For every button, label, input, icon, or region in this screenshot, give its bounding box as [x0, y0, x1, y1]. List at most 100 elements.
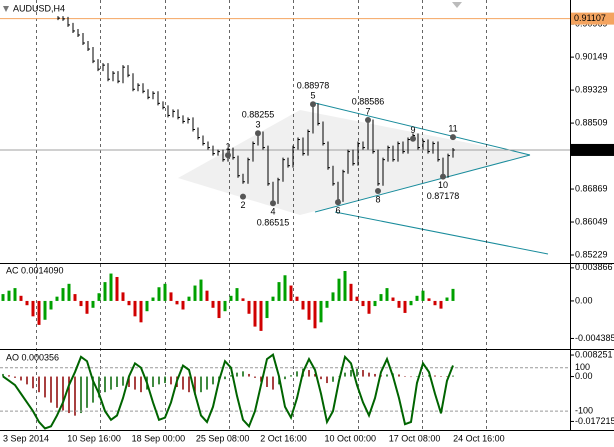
indicator-bar: [325, 300, 329, 308]
indicator-bar: [62, 376, 64, 411]
indicator-bar: [212, 376, 214, 385]
indicator-bar: [361, 300, 365, 307]
indicator-bar: [163, 283, 167, 301]
y-tick-label: 0.85229: [575, 249, 608, 259]
indicator-bar: [349, 283, 353, 301]
wave-price: 0.88255: [242, 110, 275, 120]
indicator-bar: [133, 300, 137, 317]
y-tick-label: 0.008251: [575, 349, 613, 359]
indicator-bar: [79, 300, 83, 307]
indicator-bar: [31, 300, 35, 317]
indicator-bar: [331, 292, 335, 301]
indicator-bar: [289, 285, 293, 301]
indicator-bar: [188, 376, 190, 393]
price-box: [571, 12, 614, 25]
y2-tick-label: 100: [575, 362, 590, 372]
indicator-bar: [271, 296, 275, 301]
indicator-bar: [356, 368, 358, 377]
indicator-bar: [295, 296, 299, 301]
indicator-bar: [61, 288, 65, 301]
pane-title: AC 0.0014090: [6, 265, 64, 275]
indicator-bar: [56, 376, 58, 408]
wave-label: 2: [240, 200, 245, 210]
indicator-bar: [109, 273, 113, 301]
indicator-bar: [284, 376, 286, 380]
indicator-bar: [200, 376, 202, 393]
indicator-bar: [308, 370, 310, 377]
wave-label: 1: [225, 142, 230, 152]
price-box: [571, 143, 614, 156]
indicator-bar: [121, 292, 125, 301]
indicator-bar: [25, 300, 29, 306]
indicator-bar: [205, 290, 209, 301]
indicator-bar: [283, 275, 287, 301]
x-tick-label: 18 Sep 00:00: [132, 433, 186, 443]
x-tick-label: 25 Sep 08:00: [196, 433, 250, 443]
indicator-bar: [91, 300, 95, 308]
trend-line: [334, 211, 549, 255]
indicator-bar: [44, 376, 46, 398]
indicator-bar: [68, 376, 70, 414]
indicator-bar: [290, 375, 292, 377]
indicator-bar: [20, 376, 22, 381]
x-tick-label: 17 Oct 08:00: [389, 433, 441, 443]
indicator-bar: [343, 270, 347, 301]
indicator-bar: [26, 376, 28, 385]
indicator-bar: [92, 376, 94, 403]
wave-label: 3: [255, 120, 260, 130]
x-tick-label: 2 Oct 16:00: [260, 433, 307, 443]
indicator-bar: [301, 300, 305, 310]
indicator-bar: [326, 376, 328, 384]
y-tick-label: -0.017215: [575, 416, 614, 426]
indicator-bar: [170, 376, 172, 385]
indicator-bar: [7, 290, 11, 301]
indicator-bar: [385, 288, 389, 301]
indicator-bar: [86, 376, 88, 408]
indicator-bar: [1, 294, 5, 301]
indicator-bar: [386, 374, 388, 377]
wave-label: 8: [375, 194, 380, 204]
indicator-bar: [337, 278, 341, 301]
indicator-bar: [247, 300, 251, 314]
indicator-bar: [74, 376, 76, 416]
wave-label: 7: [365, 106, 370, 116]
wave-point: [255, 130, 261, 137]
indicator-bar: [367, 300, 371, 314]
indicator-bar: [110, 376, 112, 390]
wave-point: [240, 193, 246, 200]
indicator-bar: [80, 376, 82, 414]
indicator-bar: [452, 375, 454, 377]
indicator-bar: [32, 376, 34, 389]
wave-point: [270, 200, 276, 207]
indicator-bar: [307, 300, 311, 320]
indicator-bar: [434, 375, 436, 377]
indicator-bar: [259, 300, 263, 331]
indicator-bar: [235, 288, 239, 301]
x-tick-label: 10 Oct 00:00: [325, 433, 377, 443]
indicator-bar: [422, 375, 424, 377]
indicator-bar: [241, 298, 245, 301]
indicator-bar: [440, 376, 442, 377]
indicator-bar: [67, 283, 71, 301]
indicator-bar: [433, 300, 437, 306]
indicator-bar: [224, 376, 226, 380]
indicator-bar: [134, 376, 136, 390]
indicator-bar: [182, 376, 184, 390]
indicator-bar: [175, 300, 179, 305]
indicator-bar: [320, 376, 322, 380]
indicator-bar: [8, 375, 10, 377]
indicator-bar: [55, 296, 59, 301]
wave-point: [310, 101, 316, 108]
indicator-bar: [103, 282, 107, 301]
indicator-bar: [391, 297, 395, 301]
indicator-bar: [266, 376, 268, 387]
indicator-bar: [13, 288, 17, 301]
y-tick-label: 0.89329: [575, 84, 608, 94]
indicator-bar: [272, 376, 274, 390]
wave-label: 11: [448, 123, 457, 133]
indicator-bar: [122, 376, 124, 386]
indicator-bar: [446, 376, 448, 377]
price-label: 0.87841: [574, 144, 607, 154]
wave-point: [375, 188, 381, 195]
